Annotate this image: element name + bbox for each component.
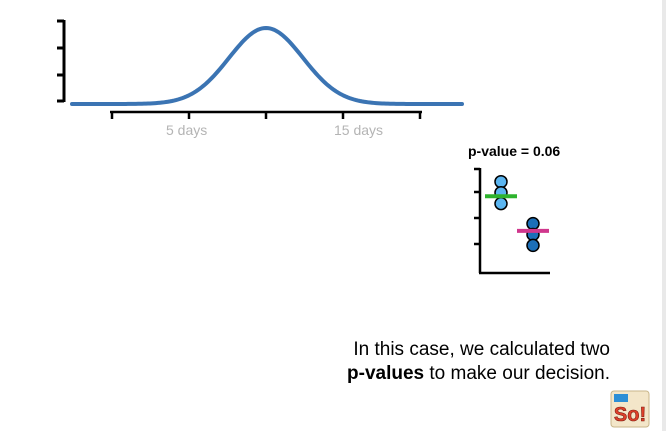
dot-group bbox=[485, 174, 549, 253]
logo-text: So! bbox=[614, 404, 646, 426]
caption-bold-term: p-values bbox=[347, 363, 425, 384]
caption: In this case, we calculated two p-values… bbox=[300, 338, 610, 386]
group-a-point bbox=[494, 174, 508, 189]
bell-curve-line bbox=[70, 25, 464, 106]
group-b-point bbox=[526, 238, 540, 253]
x-tick-label-5-days: 5 days bbox=[166, 122, 208, 138]
caption-line-2-rest: to make our decision. bbox=[424, 363, 610, 384]
distribution-plot bbox=[57, 19, 464, 119]
slide-edge bbox=[662, 0, 666, 431]
caption-line-2: p-values to make our decision. bbox=[300, 362, 610, 386]
group-a-point bbox=[494, 196, 508, 211]
x-tick-label-15-days: 15 days bbox=[334, 122, 384, 138]
pvalue-title: p-value = 0.06 bbox=[468, 143, 561, 159]
statquest-logo-icon: So! bbox=[610, 390, 650, 428]
pvalue-dot-plot bbox=[474, 167, 550, 275]
caption-line-1: In this case, we calculated two bbox=[353, 339, 610, 360]
